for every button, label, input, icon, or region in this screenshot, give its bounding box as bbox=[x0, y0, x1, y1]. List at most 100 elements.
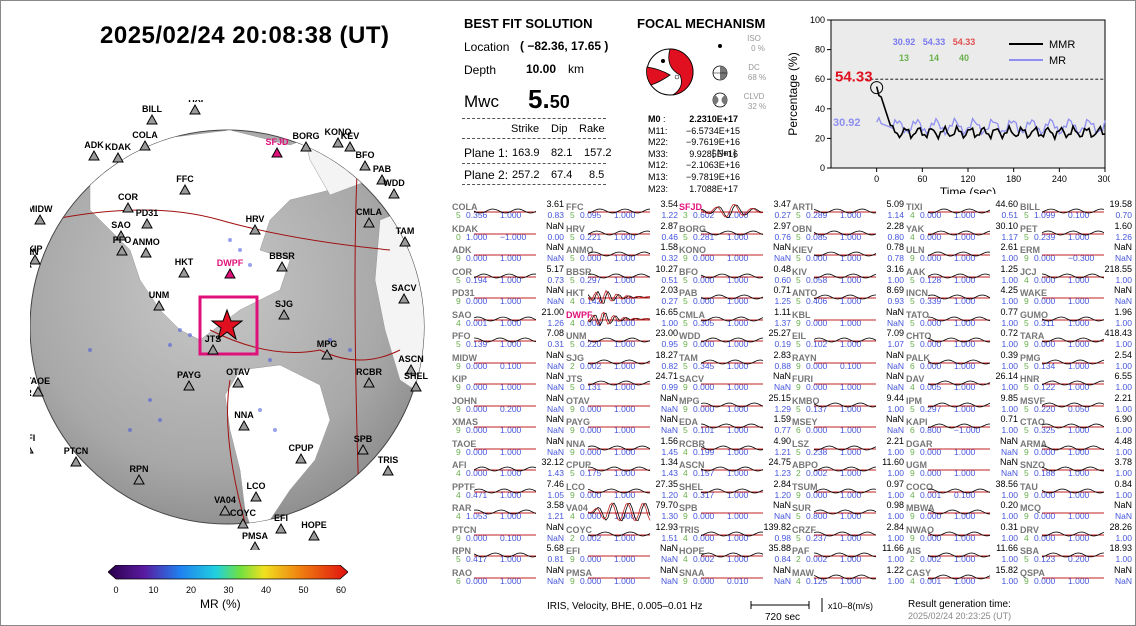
station-cell-mbwa[interactable]: MBWA 0.20 9 0.000 1.000 1.00 bbox=[906, 500, 1018, 521]
station-cell-lsz[interactable]: LSZ 2.21 5 0.238 1.000 1.00 bbox=[792, 436, 904, 457]
station-cell-tara[interactable]: TARA 418.43 9 0.000 1.000 1.00 bbox=[1020, 328, 1132, 349]
station-cell-pmsa[interactable]: PMSA NaN 9 0.000 1.000 NaN bbox=[566, 565, 678, 586]
station-cell-pd31[interactable]: PD31 NaN 9 0.000 1.000 NaN bbox=[452, 285, 564, 306]
station-cell-obn[interactable]: OBN 2.28 5 0.085 1.000 0.80 bbox=[792, 221, 904, 242]
station-cell-ais[interactable]: AIS 11.66 2 0.002 1.000 1.00 bbox=[906, 543, 1018, 564]
station-cell-pab[interactable]: PAB 0.71 5 0.000 1.000 1.25 bbox=[679, 285, 791, 306]
station-cell-cpup[interactable]: CPUP 1.34 5 0.175 1.000 1.43 bbox=[566, 457, 678, 478]
station-cell-gumo[interactable]: GUMO 1.96 5 0.311 1.000 1.00 bbox=[1020, 307, 1132, 328]
station-cell-maw[interactable]: MAW 1.22 4 0.125 1.000 1.00 bbox=[792, 565, 904, 586]
station-cell-midw[interactable]: MIDW NaN 9 0.000 0.100 NaN bbox=[452, 350, 564, 371]
station-cell-jcj[interactable]: JCJ 218.55 4 0.000 1.000 1.00 bbox=[1020, 264, 1132, 285]
station-cell-mpg[interactable]: MPG 25.15 9 0.000 1.000 1.29 bbox=[679, 393, 791, 414]
station-cell-paf[interactable]: PAF 11.66 2 0.002 1.000 1.00 bbox=[792, 543, 904, 564]
station-cell-cor[interactable]: COR 5.17 5 0.194 1.000 0.73 bbox=[452, 264, 564, 285]
station-cell-eda[interactable]: EDA 1.59 5 0.101 1.000 0.77 bbox=[679, 414, 791, 435]
station-cell-rar[interactable]: RAR 3.58 4 1.053 1.000 1.21 bbox=[452, 500, 564, 521]
station-cell-chto[interactable]: CHTO 0.72 5 0.000 1.000 1.00 bbox=[906, 328, 1018, 349]
station-cell-efi[interactable]: EFI NaN 9 0.000 1.000 NaN bbox=[566, 543, 678, 564]
station-cell-rao[interactable]: RAO NaN 6 0.000 1.000 NaN bbox=[452, 565, 564, 586]
station-cell-unm[interactable]: UNM 23.00 5 0.220 1.000 0.95 bbox=[566, 328, 678, 349]
station-cell-hnr[interactable]: HNR 6.55 5 0.122 1.000 1.00 bbox=[1020, 371, 1132, 392]
station-cell-nwao[interactable]: NWAO 0.31 9 0.000 1.000 1.00 bbox=[906, 522, 1018, 543]
station-cell-payg[interactable]: PAYG NaN 9 0.000 1.000 NaN bbox=[566, 414, 678, 435]
station-cell-snzo[interactable]: SNZO 3.78 5 0.188 1.000 1.00 bbox=[1020, 457, 1132, 478]
station-cell-eil[interactable]: EIL 7.09 5 0.102 1.000 1.07 bbox=[792, 328, 904, 349]
station-cell-drv[interactable]: DRV 28.26 4 0.000 1.000 1.00 bbox=[1020, 522, 1132, 543]
station-cell-hrv[interactable]: HRV 2.87 5 0.221 1.000 0.46 bbox=[566, 221, 678, 242]
station-cell-tato[interactable]: TATO 0.77 5 0.000 1.000 1.00 bbox=[906, 307, 1018, 328]
station-cell-dwpf[interactable]: DWPF 16.65 4 0.003 1.000 1.00 bbox=[566, 307, 678, 328]
station-cell-xmas[interactable]: XMAS NaN 9 0.000 1.000 NaN bbox=[452, 414, 564, 435]
station-cell-lco[interactable]: LCO 27.35 9 0.000 1.000 1.20 bbox=[566, 479, 678, 500]
station-cell-wake[interactable]: WAKE NaN 9 0.000 1.000 NaN bbox=[1020, 285, 1132, 306]
station-cell-tau[interactable]: TAU 0.84 9 0.000 1.000 1.00 bbox=[1020, 479, 1132, 500]
station-cell-adk[interactable]: ADK NaN 9 0.000 1.000 NaN bbox=[452, 242, 564, 263]
station-cell-kapi[interactable]: KAPI 0.71 6 0.800 −1.000 1.00 bbox=[906, 414, 1018, 435]
station-cell-nna[interactable]: NNA 1.56 9 0.000 1.000 1.45 bbox=[566, 436, 678, 457]
station-cell-borg[interactable]: BORG 2.97 5 0.281 1.000 0.76 bbox=[679, 221, 791, 242]
station-cell-bbsr[interactable]: BBSR 10.27 5 0.297 1.000 0.51 bbox=[566, 264, 678, 285]
station-cell-qspa[interactable]: QSPA NaN 9 0.000 1.000 NaN bbox=[1020, 565, 1132, 586]
station-cell-jts[interactable]: JTS 24.71 5 0.131 1.000 0.99 bbox=[566, 371, 678, 392]
station-cell-abpo[interactable]: ABPO 11.60 2 0.002 1.000 1.00 bbox=[792, 457, 904, 478]
station-cell-shel[interactable]: SHEL 2.84 4 0.317 1.000 1.20 bbox=[679, 479, 791, 500]
station-cell-yak[interactable]: YAK 30.10 4 0.000 1.000 1.17 bbox=[906, 221, 1018, 242]
station-cell-sba[interactable]: SBA 18.93 5 0.123 0.200 1.00 bbox=[1020, 543, 1132, 564]
station-cell-tam[interactable]: TAM 2.83 5 0.345 1.000 0.88 bbox=[679, 350, 791, 371]
station-cell-pfo[interactable]: PFO 7.08 5 0.139 1.000 0.31 bbox=[452, 328, 564, 349]
station-cell-pptf[interactable]: PPTF 7.46 4 0.471 1.000 1.05 bbox=[452, 479, 564, 500]
station-cell-spb[interactable]: SPB NaN 9 0.000 1.000 NaN bbox=[679, 500, 791, 521]
station-cell-rpn[interactable]: RPN 5.68 5 0.417 1.000 0.81 bbox=[452, 543, 564, 564]
station-cell-ugm[interactable]: UGM NaN 9 0.000 1.000 NaN bbox=[906, 457, 1018, 478]
station-cell-msey[interactable]: MSEY NaN 6 0.000 1.000 NaN bbox=[792, 414, 904, 435]
station-cell-anto[interactable]: ANTO 8.69 5 0.406 1.000 0.93 bbox=[792, 285, 904, 306]
station-cell-coco[interactable]: COCO 38.56 4 0.001 0.100 1.00 bbox=[906, 479, 1018, 500]
station-cell-arti[interactable]: ARTI 5.09 5 0.289 1.000 1.14 bbox=[792, 199, 904, 220]
station-cell-john[interactable]: JOHN NaN 9 0.000 0.200 NaN bbox=[452, 393, 564, 414]
station-cell-ascn[interactable]: ASCN 24.75 4 0.157 1.000 1.23 bbox=[679, 457, 791, 478]
station-cell-ipm[interactable]: IPM 9.85 5 0.297 1.000 1.00 bbox=[906, 393, 1018, 414]
station-cell-kbl[interactable]: KBL NaN 9 0.000 1.000 NaN bbox=[792, 307, 904, 328]
station-cell-mcq[interactable]: MCQ NaN 9 0.000 1.000 NaN bbox=[1020, 500, 1132, 521]
station-cell-tixi[interactable]: TIXI 44.60 4 0.000 1.000 0.51 bbox=[906, 199, 1018, 220]
station-cell-sjg[interactable]: SJG 18.27 2 0.002 1.000 0.82 bbox=[566, 350, 678, 371]
station-cell-kono[interactable]: KONO NaN 9 0.000 1.000 NaN bbox=[679, 242, 791, 263]
station-cell-aak[interactable]: AAK 1.25 5 0.128 1.000 1.00 bbox=[906, 264, 1018, 285]
station-cell-kiv[interactable]: KIV 3.16 5 0.058 1.000 1.00 bbox=[792, 264, 904, 285]
station-cell-sur[interactable]: SUR 0.98 5 0.800 1.000 1.00 bbox=[792, 500, 904, 521]
station-cell-pmg[interactable]: PMG 2.54 5 0.134 1.000 1.00 bbox=[1020, 350, 1132, 371]
station-cell-otav[interactable]: OTAV NaN 9 0.000 1.000 NaN bbox=[566, 393, 678, 414]
station-cell-dgar[interactable]: DGAR NaN 9 0.000 1.000 NaN bbox=[906, 436, 1018, 457]
station-cell-rayn[interactable]: RAYN NaN 9 0.000 0.100 NaN bbox=[792, 350, 904, 371]
station-cell-bfo[interactable]: BFO 0.48 5 0.000 1.000 0.60 bbox=[679, 264, 791, 285]
station-cell-hkt[interactable]: HKT 2.03 4 0.142 1.000 0.27 bbox=[566, 285, 678, 306]
station-cell-palk[interactable]: PALK 0.39 6 0.000 1.000 1.00 bbox=[906, 350, 1018, 371]
station-cell-sao[interactable]: SAO 21.00 4 0.001 1.000 1.26 bbox=[452, 307, 564, 328]
station-cell-afi[interactable]: AFI 32.12 4 0.000 1.000 1.43 bbox=[452, 457, 564, 478]
station-cell-kiev[interactable]: KIEV 0.78 5 0.000 1.000 0.78 bbox=[792, 242, 904, 263]
station-cell-ctao[interactable]: CTAO 6.90 5 0.325 1.000 1.00 bbox=[1020, 414, 1132, 435]
station-cell-snaa[interactable]: SNAA NaN 9 0.000 0.010 NaN bbox=[679, 565, 791, 586]
station-cell-anmo[interactable]: ANMO 1.58 5 0.000 1.000 0.32 bbox=[566, 242, 678, 263]
station-cell-kdak[interactable]: KDAK NaN 0 1.000 −1.000 0.00 bbox=[452, 221, 564, 242]
station-cell-kip[interactable]: KIP NaN 9 0.000 1.000 NaN bbox=[452, 371, 564, 392]
station-cell-sfjd[interactable]: SFJD 3.47 3 0.602 1.000 0.27 bbox=[679, 199, 791, 220]
station-cell-va04[interactable]: VA04 79.70 4 0.000 1.000 1.30 bbox=[566, 500, 678, 522]
station-cell-cola[interactable]: COLA 3.61 5 0.356 1.000 0.83 bbox=[452, 199, 564, 220]
station-cell-casy[interactable]: CASY 15.82 4 0.001 1.000 1.00 bbox=[906, 565, 1018, 586]
station-cell-dav[interactable]: DAV 26.14 4 0.005 1.000 1.00 bbox=[906, 371, 1018, 392]
station-cell-sacv[interactable]: SACV NaN 9 0.000 1.000 NaN bbox=[679, 371, 791, 392]
station-cell-uln[interactable]: ULN 2.61 9 0.000 1.000 1.00 bbox=[906, 242, 1018, 263]
station-cell-coyc[interactable]: COYC 12.93 2 0.002 1.000 1.51 bbox=[566, 522, 678, 543]
station-cell-msvf[interactable]: MSVF 2.21 5 0.220 0.050 1.00 bbox=[1020, 393, 1132, 414]
station-cell-ffc[interactable]: FFC 3.54 5 0.095 1.000 1.22 bbox=[566, 199, 678, 220]
station-cell-kmbo[interactable]: KMBO 9.44 5 0.137 1.000 1.00 bbox=[792, 393, 904, 414]
station-cell-tsum[interactable]: TSUM 0.97 9 0.000 1.000 1.00 bbox=[792, 479, 904, 500]
station-cell-hope[interactable]: HOPE 35.88 4 0.002 1.000 0.84 bbox=[679, 543, 791, 564]
station-cell-erm[interactable]: ERM NaN 9 0.000 −0.300 NaN bbox=[1020, 242, 1132, 263]
station-cell-furi[interactable]: FURI NaN 9 0.000 1.000 NaN bbox=[792, 371, 904, 392]
station-cell-crzf[interactable]: CRZF 2.84 5 0.237 1.000 1.00 bbox=[792, 522, 904, 543]
station-cell-cmla[interactable]: CMLA 1.11 5 0.305 1.000 1.37 bbox=[679, 307, 791, 328]
station-cell-incn[interactable]: INCN 4.25 5 0.339 1.000 1.00 bbox=[906, 285, 1018, 306]
